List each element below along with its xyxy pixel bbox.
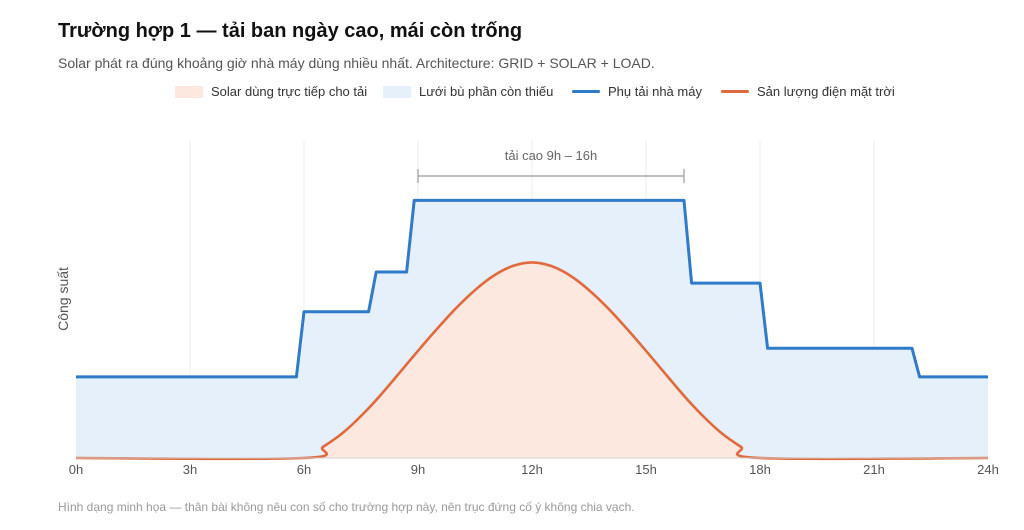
chart-plot: tải cao 9h – 16h 0h 3h 6h 9h 12h 15h 18h 21h 24h…: [55, 140, 999, 477]
x-tick-label: 24h: [977, 462, 999, 477]
x-tick-label: 21h: [863, 462, 885, 477]
legend-item-grid-supplement: Lưới bù phần còn thiếu: [383, 84, 553, 99]
chart-subtitle: Solar phát ra đúng khoảng giờ nhà máy dù…: [58, 55, 655, 71]
x-tick-label: 15h: [635, 462, 657, 477]
legend-label-factory-load: Phụ tải nhà máy: [608, 84, 702, 99]
factory-load-line: [76, 198, 988, 379]
chart-title: Trường hợp 1 — tải ban ngày cao, mái còn…: [58, 20, 523, 42]
annotation-label: tải cao 9h – 16h: [505, 148, 598, 163]
legend-swatch-factory-load: [572, 90, 600, 93]
x-tick-label: 0h: [69, 462, 83, 477]
legend-label-solar-output: Sản lượng điện mặt trời: [757, 84, 895, 99]
x-axis-ticks: 0h 3h 6h 9h 12h 15h 18h 21h 24h: [69, 462, 999, 477]
legend-item-solar-output: Sản lượng điện mặt trời: [721, 84, 895, 99]
legend-label-solar-direct: Solar dùng trực tiếp cho tải: [211, 84, 368, 99]
x-tick-label: 3h: [183, 462, 197, 477]
legend-item-factory-load: Phụ tải nhà máy: [572, 84, 702, 99]
footnote: Hình dạng minh họa — thân bài không nêu …: [58, 500, 635, 514]
chart-legend: Solar dùng trực tiếp cho tải Lưới bù phầ…: [0, 84, 1024, 104]
x-tick-label: 12h: [521, 462, 543, 477]
solar-output-line: [75, 261, 989, 461]
legend-swatch-solar-direct: [175, 85, 203, 98]
solar-direct-area: [76, 262, 988, 459]
x-tick-label: 18h: [749, 462, 771, 477]
legend-label-grid-supplement: Lưới bù phần còn thiếu: [419, 84, 554, 99]
x-tick-label: 9h: [411, 462, 425, 477]
peak-load-annotation: tải cao 9h – 16h: [417, 148, 685, 183]
legend-item-solar-direct: Solar dùng trực tiếp cho tải: [175, 84, 367, 99]
x-tick-label: 6h: [297, 462, 311, 477]
y-axis-label: Công suất: [55, 267, 71, 331]
legend-swatch-grid-supplement: [383, 85, 411, 98]
legend-swatch-solar-output: [721, 90, 749, 93]
